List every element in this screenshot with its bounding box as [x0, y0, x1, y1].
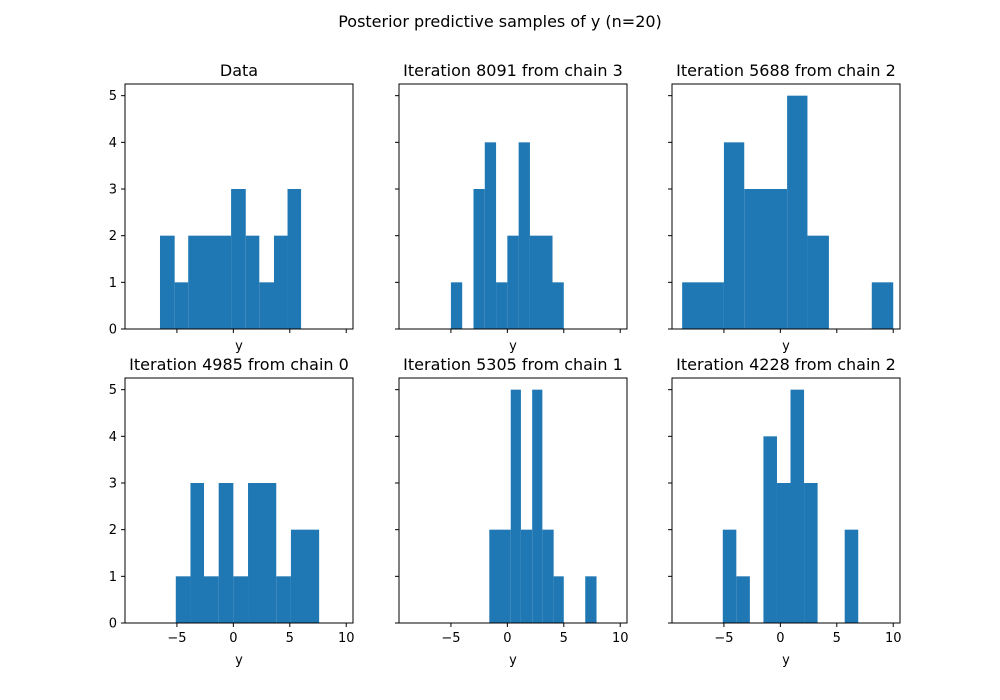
axes-frame [124, 377, 354, 624]
histogram-bar [287, 189, 302, 329]
histogram-bar [233, 576, 249, 623]
histogram-bar [744, 189, 788, 329]
axes-frame [671, 377, 901, 624]
y-tick-label: 3 [109, 183, 117, 198]
subplot-6: −5 0 5 10 Iteration 4228 from chain 2 y [668, 355, 902, 668]
histogram-bar [190, 483, 205, 623]
subplot-title: Iteration 4228 from chain 2 [676, 355, 896, 374]
y-tick-label: 0 [109, 617, 117, 632]
histogram-bar [273, 235, 288, 329]
x-axis-label: y [509, 653, 517, 668]
histogram-bar [159, 235, 175, 329]
y-tick-label: 1 [109, 276, 117, 291]
histogram-bar [871, 282, 894, 329]
x-axis-label: y [235, 339, 243, 354]
x-tick-label: 0 [503, 631, 511, 646]
histogram-bar [473, 189, 485, 329]
histogram-bar [736, 576, 750, 623]
histogram-bar [776, 483, 791, 623]
x-axis-label: y [782, 339, 790, 354]
y-tick-label: 3 [109, 477, 117, 492]
histogram-bar [763, 436, 777, 623]
histogram-bar [231, 189, 246, 329]
x-tick-label: −5 [167, 631, 186, 646]
histogram-bar [844, 529, 859, 623]
subplot-1: 0 1 2 3 4 5 Data y [109, 61, 354, 354]
histogram-bar [450, 282, 463, 329]
histogram-bar [174, 282, 189, 329]
histogram-bar [723, 142, 745, 329]
histogram-bar [542, 529, 554, 623]
histogram-bar [489, 529, 511, 623]
x-tick-label: 0 [776, 631, 784, 646]
subplot-title: Iteration 4985 from chain 0 [129, 355, 349, 374]
histogram-bar [722, 529, 737, 623]
histogram-bar [682, 282, 724, 329]
histogram-bar [290, 529, 320, 623]
y-tick-label: 0 [109, 323, 117, 338]
subplot-3: Iteration 5688 from chain 2 y [668, 61, 901, 354]
subplot-title: Iteration 5305 from chain 1 [403, 355, 623, 374]
histogram-bar [520, 529, 533, 623]
subplot-title: Iteration 8091 from chain 3 [403, 61, 623, 80]
y-tick-label: 2 [109, 523, 117, 538]
x-tick-label: 5 [560, 631, 568, 646]
x-tick-label: 0 [229, 631, 237, 646]
histogram-bar [529, 235, 553, 329]
subplot-5: −5 0 5 10 Iteration 5305 from chain 1 y [395, 355, 629, 668]
histogram-bar [245, 235, 260, 329]
subplot-2: Iteration 8091 from chain 3 y [395, 61, 628, 354]
y-tick-label: 4 [109, 136, 117, 151]
histogram-bar [507, 235, 519, 329]
histogram-bar [518, 142, 530, 329]
x-tick-label: 5 [286, 631, 294, 646]
subplot-title: Iteration 5688 from chain 2 [676, 61, 896, 80]
histogram-bar [510, 389, 521, 623]
y-tick-label: 5 [109, 383, 117, 398]
histogram-bar [484, 142, 497, 329]
histogram-bar [259, 282, 274, 329]
histogram-bar [552, 282, 564, 329]
histogram-bar [790, 389, 805, 623]
x-tick-label: 10 [338, 631, 355, 646]
axes-frame [124, 83, 354, 330]
histogram-bar [804, 483, 818, 623]
axes-frame [671, 83, 901, 330]
y-tick-label: 1 [109, 570, 117, 585]
histogram-bar [807, 235, 829, 329]
subplot-title: Data [220, 61, 258, 80]
histogram-bar [188, 235, 232, 329]
axes-frame [398, 377, 628, 624]
histogram-bar [585, 576, 597, 623]
y-tick-label: 2 [109, 229, 117, 244]
histogram-bar [204, 576, 219, 623]
y-tick-label: 5 [109, 89, 117, 104]
subplot-4: 0 1 2 3 4 5 −5 0 5 10 Iteration 4985 from chain 0 y [109, 355, 355, 668]
x-tick-label: 5 [833, 631, 841, 646]
x-axis-label: y [782, 653, 790, 668]
histogram-bar [553, 576, 564, 623]
histogram-bar [496, 282, 508, 329]
histogram-bar [218, 483, 234, 623]
x-tick-label: 10 [612, 631, 629, 646]
histogram-bar [787, 95, 808, 329]
x-axis-label: y [235, 653, 243, 668]
x-tick-label: −5 [441, 631, 460, 646]
histogram-bar [532, 389, 543, 623]
histogram-bar [175, 576, 191, 623]
histogram-bar [276, 576, 291, 623]
axes-frame [398, 83, 628, 330]
figure-title: Posterior predictive samples of y (n=20) [338, 12, 662, 31]
histogram-bar [248, 483, 277, 623]
x-axis-label: y [509, 339, 517, 354]
y-tick-label: 4 [109, 430, 117, 445]
x-tick-label: 10 [885, 631, 902, 646]
x-tick-label: −5 [714, 631, 733, 646]
